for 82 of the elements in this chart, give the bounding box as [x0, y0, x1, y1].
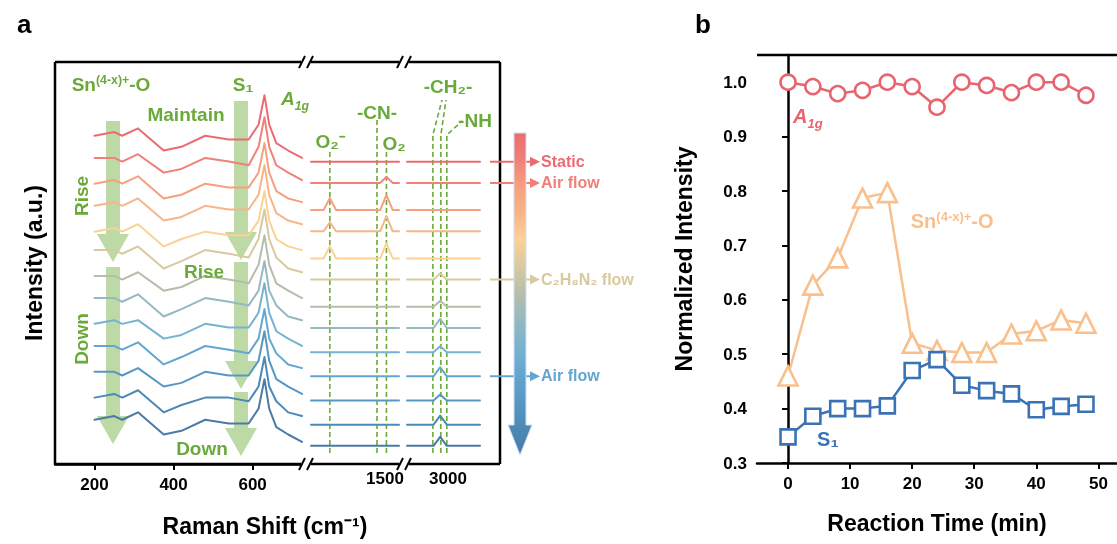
point [777, 365, 799, 387]
text: 3000 [429, 468, 467, 489]
point [853, 81, 872, 100]
annotation: Rise [183, 260, 225, 283]
x-tick-label: 200 [80, 475, 109, 494]
point [1052, 397, 1070, 416]
point [1075, 312, 1097, 334]
point [828, 84, 847, 103]
point [977, 381, 996, 400]
point [1025, 320, 1048, 342]
series-label: Sn$^{(4-x)+}$-O [910, 208, 994, 233]
point [804, 77, 822, 96]
point [1027, 73, 1046, 91]
text: C₂H₈N₂ flow [541, 270, 634, 289]
series-label: A$_{1g}$ [793, 104, 823, 131]
annotation: Sn$^{(4-x)+}$-O [71, 72, 151, 97]
point [1077, 86, 1095, 105]
y-tick-label: 0.5 [723, 344, 747, 364]
point [928, 98, 946, 117]
point [1077, 395, 1095, 414]
point [1002, 83, 1021, 102]
point [953, 73, 971, 91]
x-tick-label: 50 [1088, 474, 1108, 493]
x-axis-title: Raman Shift (cm⁻¹) [162, 513, 368, 540]
point [804, 407, 822, 426]
x-tick-label: 40 [1026, 474, 1046, 493]
text: -CN- [356, 101, 398, 124]
x-tick-label: 20 [902, 474, 922, 493]
text: O₂ [382, 132, 406, 155]
point [1052, 73, 1070, 91]
point [975, 341, 998, 364]
annotation: Rise [70, 175, 93, 217]
y-tick-label: 0.6 [723, 290, 747, 310]
chart-title: b [695, 9, 711, 39]
annotation: Down [70, 313, 93, 365]
point [828, 399, 847, 418]
text: Air flow [541, 367, 600, 386]
annotation: Maintain [147, 103, 225, 126]
point [878, 397, 897, 415]
text: -NH [458, 109, 492, 132]
text: S₁ [232, 73, 254, 96]
y-tick-label: 0.8 [723, 181, 747, 201]
text: 1500 [366, 468, 404, 489]
point [851, 187, 874, 209]
point [802, 274, 824, 296]
point [903, 361, 921, 380]
y-tick-label: 0.7 [723, 235, 747, 255]
x-tick-label: 600 [238, 475, 267, 494]
point [779, 428, 797, 446]
point [953, 376, 971, 395]
y-tick-label: 0.3 [723, 453, 747, 473]
point [1027, 400, 1046, 419]
point [951, 341, 973, 364]
x-tick-label: 400 [159, 475, 188, 494]
point [878, 73, 897, 91]
annotation: A$_{1g}$ [280, 87, 310, 114]
annotation: Down [176, 437, 228, 460]
point [977, 76, 996, 95]
point [876, 181, 899, 204]
text: O₂⁻ [315, 130, 345, 153]
y-tick-label: 0.4 [723, 399, 748, 419]
x-tick-label: 0 [783, 474, 793, 493]
point [1002, 385, 1021, 403]
y-tick-label: 0.9 [723, 127, 747, 147]
y-axis-title: Intensity (a.u.) [21, 185, 48, 341]
chart-title: a [17, 9, 32, 39]
point [901, 332, 923, 355]
y-axis-title: Normalized Intensity [670, 146, 697, 372]
x-tick-label: 30 [964, 474, 984, 493]
point [1000, 323, 1023, 345]
point [853, 399, 872, 418]
point [1050, 309, 1072, 331]
text: -CH₂- [423, 75, 473, 98]
text: Static [541, 152, 585, 171]
x-axis-title: Reaction Time (min) [827, 509, 1047, 536]
point [779, 73, 797, 91]
text: Air flow [541, 174, 600, 192]
y-tick-label: 1.0 [723, 72, 747, 92]
series-label: S₁ [817, 428, 839, 451]
x-tick-label: 10 [840, 474, 860, 493]
point [826, 247, 849, 269]
point [903, 77, 921, 96]
